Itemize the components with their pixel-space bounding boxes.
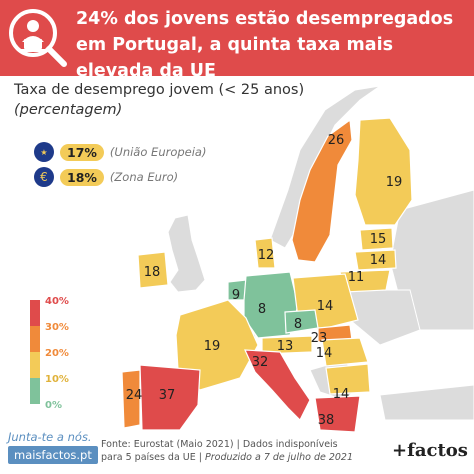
label-greece: 38 [318, 413, 335, 428]
subtitle-main: Taxa de desemprego jovem (< 25 anos) [14, 82, 305, 98]
label-austria: 13 [277, 339, 294, 354]
label-latvia: 14 [370, 253, 387, 268]
source-line-2-date: Produzido a 7 de julho de 2021 [205, 452, 354, 463]
country-italy [244, 349, 311, 422]
eu-average-value: 17% [60, 143, 104, 161]
country-spain [139, 364, 201, 431]
label-denmark: 12 [258, 248, 275, 263]
country-denmark [254, 237, 276, 269]
country-ireland [137, 251, 169, 289]
country-finland [354, 117, 413, 226]
country-estonia [359, 227, 394, 251]
eu-average-label: (União Europeia) [109, 145, 207, 159]
legend-band-30-20 [30, 326, 40, 352]
label-netherlands: 9 [232, 288, 240, 303]
join-text: Junta-te a nós. [8, 430, 92, 444]
label-slovakia: 23 [311, 331, 328, 346]
country-france [175, 299, 259, 391]
legend-band-20-10 [30, 352, 40, 378]
country-germany [243, 271, 299, 339]
eu-average-badge: ★ 17% (União Europeia) [34, 142, 206, 162]
legend-tick-30: 30% [45, 322, 69, 333]
label-france: 19 [204, 339, 221, 354]
legend-tick-10: 10% [45, 374, 69, 385]
subtitle-unit: (percentagem) [14, 102, 123, 118]
country-latvia [354, 249, 397, 271]
legend-tick-0: 0% [45, 400, 62, 411]
country-bulgaria [325, 363, 371, 395]
land-turkey [379, 384, 474, 421]
euro-area-label: (Zona Euro) [109, 170, 179, 184]
legend-band-10-0 [30, 378, 40, 404]
label-spain: 37 [159, 388, 176, 403]
euro-area-badge: € 18% (Zona Euro) [34, 167, 178, 187]
footer-cta: Junta-te a nós. maisfactos.pt [8, 430, 98, 464]
country-austria [261, 335, 313, 355]
label-italy: 32 [252, 355, 269, 370]
source-note: Fonte: Eurostat (Maio 2021) | Dados indi… [101, 438, 361, 464]
eu-flag-icon: ★ [34, 142, 54, 162]
header-banner: 24% dos jovens estão desempregados em Po… [0, 0, 474, 81]
euro-icon: € [34, 167, 54, 187]
land-uk [167, 214, 206, 293]
country-sweden [291, 118, 353, 263]
label-sweden: 26 [328, 133, 345, 148]
brand-logo: +factos [392, 440, 468, 461]
euro-area-value: 18% [60, 168, 104, 186]
label-portugal: 24 [126, 388, 143, 403]
label-lithuania: 11 [348, 270, 365, 285]
land-ukraine [349, 289, 421, 346]
source-line-2: para 5 países da UE | [101, 452, 202, 463]
source-line-1: Fonte: Eurostat (Maio 2021) | Dados indi… [101, 439, 338, 450]
label-finland: 19 [386, 175, 403, 190]
country-portugal [121, 369, 141, 429]
label-romania: 14 [316, 346, 333, 361]
country-greece [314, 395, 361, 433]
label-estonia: 15 [370, 232, 387, 247]
country-romania [321, 337, 369, 367]
label-poland: 14 [317, 299, 334, 314]
color-legend: 40% 30% 20% 10% 0% [30, 296, 69, 411]
label-czechia: 8 [294, 317, 302, 332]
person-at-laptop-magnifier-icon [9, 9, 67, 67]
chart-subtitle: Taxa de desemprego jovem (< 25 anos) (pe… [14, 80, 304, 120]
label-bulgaria: 14 [333, 387, 350, 402]
legend-tick-20: 20% [45, 348, 69, 359]
page-title: 24% dos jovens estão desempregados em Po… [76, 9, 454, 81]
legend-band-40-30 [30, 300, 40, 326]
label-ireland: 18 [144, 265, 161, 280]
europe-map: 26 19 15 14 11 12 18 9 8 14 8 23 19 13 1… [121, 85, 474, 433]
label-germany: 8 [258, 302, 266, 317]
legend-tick-40: 40% [45, 296, 69, 307]
site-link[interactable]: maisfactos.pt [8, 446, 98, 464]
